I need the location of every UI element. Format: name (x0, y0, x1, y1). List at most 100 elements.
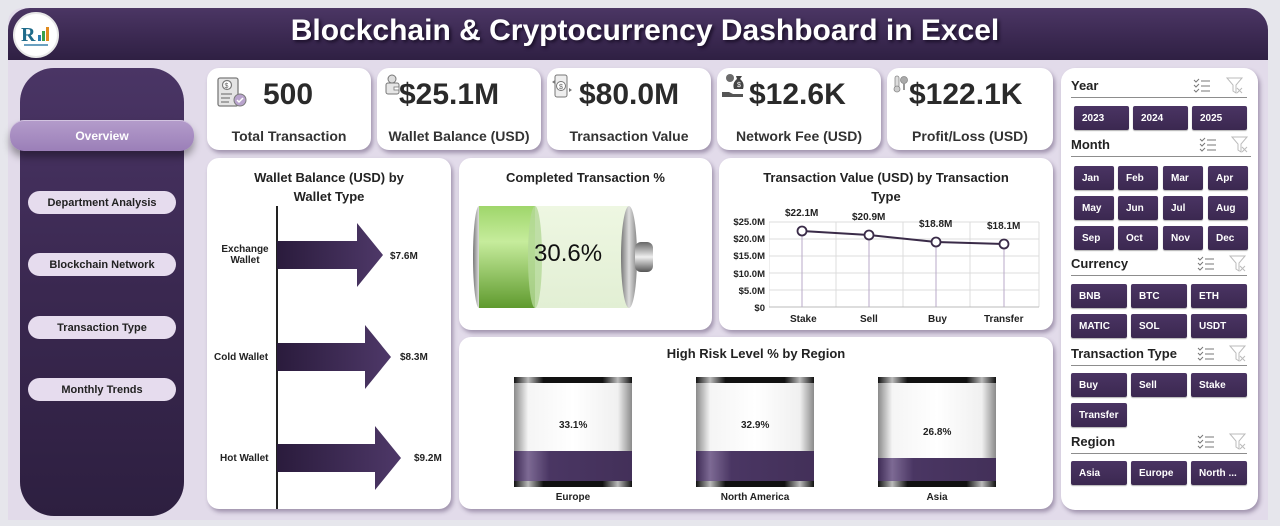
slicer-currency-sol[interactable]: SOL (1131, 314, 1187, 338)
slicer-txn-stake[interactable]: Stake (1191, 373, 1247, 397)
slicer-region-asia[interactable]: Asia (1071, 461, 1127, 485)
slicer-month-mar[interactable]: Mar (1163, 166, 1203, 190)
clear-filter-icon[interactable] (1228, 345, 1247, 368)
y-axis-ticks: $25.0M $20.0M $15.0M $10.0M $5.0M $0 (723, 214, 765, 317)
data-label: $20.9M (852, 212, 886, 223)
wallet-icon (385, 74, 401, 101)
slicer-month-jul[interactable]: Jul (1163, 196, 1203, 220)
chart-title: Wallet Balance (USD) by Wallet Type (207, 168, 451, 206)
x-tick: Sell (860, 314, 878, 325)
slicer-month-header: Month (1071, 135, 1251, 157)
slicer-month-may[interactable]: May (1074, 196, 1114, 220)
bar-label: Exchange Wallet (217, 244, 273, 266)
battery-gauge (473, 206, 653, 308)
chart-title: High Risk Level % by Region (666, 346, 846, 361)
x-tick: Transfer (984, 314, 1024, 325)
chart-title-line2: Wallet Type (293, 189, 365, 204)
bar-label-line2: Wallet (230, 255, 260, 266)
company-logo-icon: R (13, 12, 59, 58)
data-label: $18.1M (987, 221, 1021, 232)
clear-filter-icon[interactable] (1230, 136, 1249, 159)
slicer-currency-header: Currency (1071, 254, 1247, 276)
slicer-currency-usdt[interactable]: USDT (1191, 314, 1247, 338)
y-tick: $5.0M (738, 285, 765, 297)
bar-arrow-exchange-wallet (277, 223, 383, 287)
slicer-title: Year (1071, 78, 1099, 93)
x-tick: Stake (790, 314, 817, 325)
slicer-region-north-america[interactable]: North ... (1191, 461, 1247, 485)
slicer-year-2024[interactable]: 2024 (1133, 106, 1188, 130)
slicer-txn-sell[interactable]: Sell (1131, 373, 1187, 397)
bar-value: $8.3M (400, 352, 428, 363)
slicer-region-europe[interactable]: Europe (1131, 461, 1187, 485)
slicer-title: Region (1071, 434, 1116, 449)
slicer-month-jan[interactable]: Jan (1074, 166, 1114, 190)
page-title: Blockchain & Cryptocurrency Dashboard in… (290, 14, 1000, 47)
slicer-currency-matic[interactable]: MATIC (1071, 314, 1127, 338)
slicer-month-oct[interactable]: Oct (1118, 226, 1158, 250)
slicer-title: Transaction Type (1071, 346, 1177, 361)
y-tick: $15.0M (733, 251, 765, 263)
svg-text:$: $ (225, 83, 229, 90)
kpi-card-profit-loss: $122.1K Profit/Loss (USD) (887, 68, 1053, 150)
slicer-currency-eth[interactable]: ETH (1191, 284, 1247, 308)
hand-money-bag-icon: $ (721, 72, 747, 103)
slicer-month-aug[interactable]: Aug (1208, 196, 1248, 220)
chart-title-line1: Wallet Balance (USD) by (254, 170, 404, 185)
multi-select-icon[interactable] (1193, 77, 1211, 98)
slicer-month-apr[interactable]: Apr (1208, 166, 1248, 190)
slicer-year-header: Year (1071, 76, 1247, 98)
cylinder-region-label: Asia (926, 492, 948, 503)
slicer-region-header: Region (1071, 432, 1247, 454)
slicer-currency-btc[interactable]: BTC (1131, 284, 1187, 308)
slicer-month-sep[interactable]: Sep (1074, 226, 1114, 250)
slicer-year-2025[interactable]: 2025 (1192, 106, 1247, 130)
slicer-currency-bnb[interactable]: BNB (1071, 284, 1127, 308)
slicer-txn-buy[interactable]: Buy (1071, 373, 1127, 397)
slicer-month-jun[interactable]: Jun (1118, 196, 1158, 220)
kpi-value: $12.6K (749, 78, 846, 111)
data-label: $18.8M (919, 219, 953, 230)
chart-title-line2: Type (871, 189, 901, 204)
kpi-card-wallet-balance: $25.1M Wallet Balance (USD) (377, 68, 541, 150)
multi-select-icon[interactable] (1197, 433, 1215, 454)
kpi-label: Network Fee (USD) (735, 128, 863, 144)
kpi-label: Total Transaction (231, 128, 347, 144)
kpi-label: Transaction Value (569, 128, 689, 144)
slicer-month-feb[interactable]: Feb (1118, 166, 1158, 190)
kpi-value: $122.1K (909, 78, 1023, 111)
clear-filter-icon[interactable] (1228, 255, 1247, 278)
slicer-panel: Year 2023 2024 2025 Month Jan Feb Mar Ap… (1061, 68, 1258, 510)
nav-department-analysis-button[interactable]: Department Analysis (28, 191, 176, 214)
slicer-title: Currency (1071, 256, 1129, 271)
bar-label-line1: Exchange (221, 244, 269, 255)
nav-monthly-trends-button[interactable]: Monthly Trends (28, 378, 176, 401)
cylinder-value: 33.1% (559, 420, 588, 431)
y-tick: $20.0M (733, 234, 765, 246)
mobile-payment-icon: $ (551, 74, 573, 105)
thermometer-coin-icon (893, 74, 909, 99)
high-risk-region-chart: High Risk Level % by Region 33.1% Europe (459, 337, 1053, 509)
y-tick: $10.0M (733, 268, 765, 280)
slicer-month-dec[interactable]: Dec (1208, 226, 1248, 250)
slicer-month-nov[interactable]: Nov (1163, 226, 1203, 250)
nav-blockchain-network-button[interactable]: Blockchain Network (28, 253, 176, 276)
cylinder-region-label: North America (720, 492, 790, 503)
chart-title-line1: Transaction Value (USD) by Transaction (763, 170, 1009, 185)
y-tick: $25.0M (733, 217, 765, 228)
nav-overview-button[interactable]: Overview (10, 120, 194, 151)
slicer-txn-transfer[interactable]: Transfer (1071, 403, 1127, 427)
multi-select-icon[interactable] (1197, 255, 1215, 276)
multi-select-icon[interactable] (1199, 136, 1217, 157)
nav-transaction-type-button[interactable]: Transaction Type (28, 316, 176, 339)
slicer-title: Month (1071, 137, 1110, 152)
slicer-year-2023[interactable]: 2023 (1074, 106, 1129, 130)
svg-text:R: R (21, 24, 36, 46)
clear-filter-icon[interactable] (1225, 77, 1244, 100)
multi-select-icon[interactable] (1197, 345, 1215, 366)
cylinder-value: 32.9% (741, 420, 770, 431)
cylinder-region-label: Europe (555, 492, 591, 503)
kpi-value: $25.1M (399, 78, 500, 111)
clear-filter-icon[interactable] (1228, 433, 1247, 456)
completed-percentage-value: 30.6% (534, 240, 603, 267)
